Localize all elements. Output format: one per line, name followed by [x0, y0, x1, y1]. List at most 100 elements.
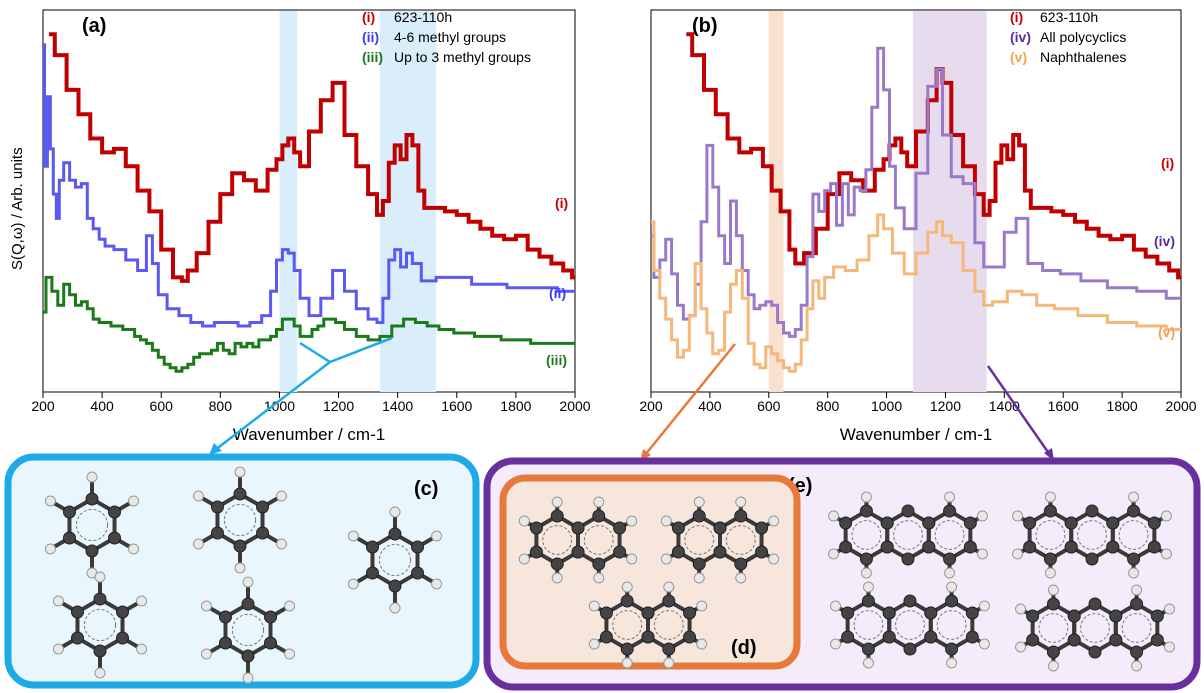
carbon-atom [1067, 609, 1081, 623]
hydrogen-atom [828, 510, 840, 522]
polycyclic-molecule [1015, 584, 1175, 672]
hydrogen-atom [1012, 548, 1024, 560]
carbon-atom [734, 509, 748, 523]
aromatic-ring [725, 525, 756, 555]
highlight-band [279, 11, 298, 392]
legend-text: All polycyclics [1040, 29, 1126, 45]
hydrogen-atom [588, 600, 600, 612]
polycyclic-molecule [828, 491, 988, 579]
carbon-atom [218, 610, 232, 624]
aromatic-ring [653, 610, 684, 640]
series-label: (v) [1158, 324, 1175, 340]
carbon-atom [641, 630, 655, 644]
carbon-atom [1064, 540, 1078, 554]
hydrogen-atom [44, 543, 56, 555]
series-line [43, 275, 575, 373]
series-label: (ii) [549, 285, 566, 301]
hydrogen-atom [1012, 510, 1024, 522]
carbon-atom [683, 606, 697, 620]
hydrogen-atom [735, 496, 747, 508]
arrow-b-to-e [986, 365, 1052, 456]
carbon-atom [592, 509, 606, 523]
carbon-atom [901, 552, 915, 566]
box-e-molecules [828, 491, 1175, 672]
hydrogen-atom [1131, 660, 1143, 672]
hydrogen-atom [1015, 641, 1027, 653]
hydrogen-atom [431, 578, 443, 590]
arrow-b-to-d [644, 343, 736, 456]
carbon-atom [692, 557, 706, 571]
box-d-label: (d) [731, 637, 757, 659]
carbon-atom [1127, 552, 1141, 566]
x-tick-label: 800 [209, 398, 233, 414]
carbon-atom [264, 636, 278, 650]
aromatic-ring [1080, 613, 1110, 643]
carbon-atom [620, 642, 634, 656]
aromatic-ring [1035, 520, 1066, 550]
hydrogen-atom [660, 553, 672, 565]
carbon-atom [1150, 609, 1164, 623]
naphthalene-molecule [518, 496, 638, 584]
hydrogen-atom [242, 576, 254, 588]
carbon-atom [943, 552, 957, 566]
carbon-atom [529, 521, 543, 535]
carbon-atom [1026, 609, 1040, 623]
panel-a-xlabel: Wavenumber / cm-1 [233, 425, 385, 444]
carbon-atom [1088, 645, 1102, 659]
x-tick-label: 1400 [382, 398, 413, 414]
naphthalene-molecule [588, 581, 708, 669]
aromatic-ring [83, 608, 117, 642]
carbon-atom [1109, 609, 1123, 623]
carbon-atom [62, 505, 76, 519]
carbon-atom [1147, 516, 1161, 530]
carbon-atom [218, 636, 232, 650]
hydrogen-atom [200, 600, 212, 612]
x-tick-label: 1200 [323, 398, 354, 414]
hydrogen-atom [693, 496, 705, 508]
hydrogen-atom [696, 638, 708, 650]
carbon-atom [903, 594, 917, 608]
hydrogen-atom [696, 600, 708, 612]
hydrogen-atom [828, 548, 840, 560]
carbon-atom [841, 606, 855, 620]
legend-text: Naphthalenes [1040, 49, 1126, 65]
legend-marker: (iii) [362, 49, 383, 65]
carbon-atom [571, 521, 585, 535]
highlight-band [768, 11, 784, 392]
arrow-a-to-c-head [209, 443, 222, 455]
hydrogen-atom [276, 490, 288, 502]
box-d-molecules [518, 496, 780, 669]
hydrogen-atom [94, 571, 106, 583]
carbon-atom [599, 630, 613, 644]
carbon-atom [945, 642, 959, 656]
hydrogen-atom [44, 495, 56, 507]
carbon-atom [755, 521, 769, 535]
hydrogen-atom [593, 496, 605, 508]
carbon-atom [924, 606, 938, 620]
series-line [43, 43, 575, 328]
carbon-atom [1023, 516, 1037, 530]
hydrogen-atom [518, 553, 530, 565]
hydrogen-atom [978, 600, 990, 612]
carbon-atom [683, 630, 697, 644]
carbon-atom [943, 504, 957, 518]
hydrogen-atom [621, 581, 633, 593]
series-label: (i) [555, 195, 568, 211]
legend-marker: (v) [1010, 49, 1027, 65]
polycyclic-molecule [830, 581, 990, 669]
series-label: (iii) [546, 352, 567, 368]
aromatic-ring [853, 610, 884, 640]
connector-arrows [209, 336, 1054, 462]
carbon-atom [922, 540, 936, 554]
carbon-atom [411, 566, 425, 580]
hydrogen-atom [1128, 491, 1140, 503]
carbon-atom [755, 545, 769, 559]
hydrogen-atom [626, 515, 638, 527]
carbon-atom [613, 545, 627, 559]
aromatic-ring [684, 525, 715, 555]
legend-marker: (ii) [362, 29, 379, 45]
hydrogen-atom [518, 515, 530, 527]
hydrogen-atom [588, 638, 600, 650]
hydrogen-atom [621, 657, 633, 669]
carbon-atom [1064, 516, 1078, 530]
